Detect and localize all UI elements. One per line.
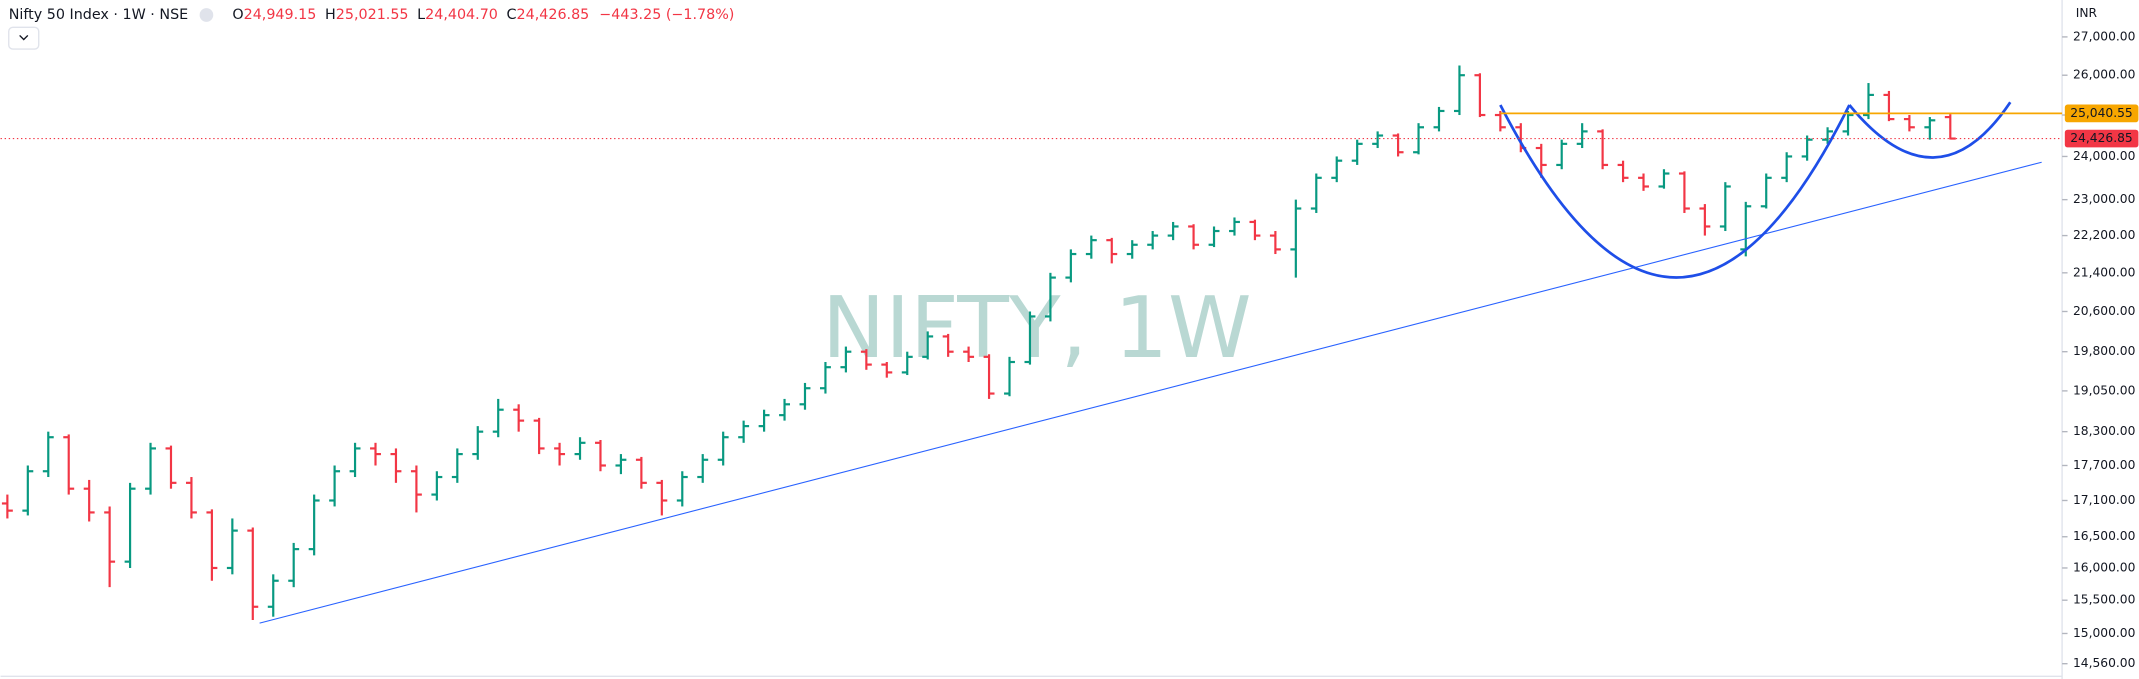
legend-header: Nifty 50 Index · 1W · NSE O24,949.15 H25…: [8, 7, 734, 50]
y-tick-label: 20,600.00: [2073, 304, 2135, 318]
y-tick-label: 15,000.00: [2073, 626, 2135, 640]
resistance-label-box: [2064, 104, 2139, 123]
open-letter: O: [232, 7, 243, 23]
y-tick-label: 21,400.00: [2073, 265, 2135, 279]
ohlc-legend: O24,949.15 H25,021.55 L24,404.70 C24,426…: [232, 7, 734, 23]
y-tick-label: 15,500.00: [2073, 593, 2135, 607]
watermark: NIFTY, 1W: [822, 279, 1252, 377]
y-tick-label: 18,300.00: [2073, 424, 2135, 438]
resistance-label: 25,040.55: [2070, 106, 2132, 120]
low-value: 24,404.70: [425, 7, 498, 23]
collapse-icon: [19, 34, 29, 41]
y-tick-label: 22,200.00: [2073, 228, 2135, 242]
status-dot[interactable]: [199, 8, 214, 22]
y-tick-label: 16,000.00: [2073, 560, 2135, 574]
open-value: 24,949.15: [244, 7, 317, 23]
collapse-button[interactable]: [8, 26, 40, 50]
y-tick-label: 17,700.00: [2073, 458, 2135, 472]
y-tick-label: 24,000.00: [2073, 149, 2135, 163]
y-tick-label: 14,560.00: [2073, 656, 2135, 670]
y-tick-label: 19,050.00: [2073, 383, 2135, 397]
low-letter: L: [417, 7, 425, 23]
handle-curve[interactable]: [1848, 101, 2012, 159]
close-letter: C: [507, 7, 517, 23]
trend-line[interactable]: [259, 161, 2042, 624]
y-tick-label: 17,100.00: [2073, 493, 2135, 507]
high-letter: H: [325, 7, 336, 23]
symbol-title: Nifty 50 Index · 1W · NSE: [9, 7, 188, 23]
plot-area: [1, 65, 1956, 621]
close-value: 24,426.85: [517, 7, 590, 23]
y-tick-label: 23,000.00: [2073, 192, 2135, 206]
y-tick-label: 27,000.00: [2073, 29, 2135, 43]
change-value: −443.25 (−1.78%): [599, 7, 734, 23]
currency-label[interactable]: INR: [2076, 6, 2098, 20]
price-label-box: [2064, 129, 2139, 148]
price-label: 24,426.85: [2070, 131, 2132, 145]
y-tick-label: 19,800.00: [2073, 344, 2135, 358]
y-tick-label: 26,000.00: [2073, 68, 2135, 82]
high-value: 25,021.55: [336, 7, 409, 23]
y-tick-label: 16,500.00: [2073, 529, 2135, 543]
cup-curve[interactable]: [1499, 104, 1851, 279]
